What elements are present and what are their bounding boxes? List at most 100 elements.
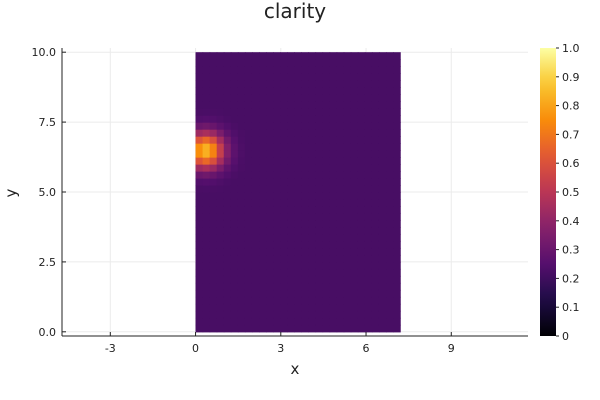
heatmap-cell	[308, 66, 317, 74]
heatmap-cell	[357, 129, 366, 137]
heatmap-cell	[350, 101, 359, 109]
heatmap-cell	[259, 212, 267, 221]
heatmap-cell	[244, 268, 253, 277]
heatmap-cell	[216, 317, 225, 326]
heatmap-cell	[336, 122, 345, 130]
heatmap-cell	[251, 136, 260, 144]
heatmap-cell	[343, 254, 352, 263]
heatmap-cell	[294, 192, 302, 200]
heatmap-cell	[202, 282, 211, 291]
heatmap-cell	[287, 317, 295, 326]
heatmap-cell	[209, 150, 218, 158]
heatmap-cell	[195, 247, 204, 256]
heatmap-cell	[280, 157, 288, 165]
heatmap-cell	[287, 59, 295, 67]
heatmap-cell	[251, 324, 260, 333]
heatmap-cell	[322, 192, 331, 200]
heatmap-cell	[357, 303, 366, 312]
heatmap-cell	[202, 108, 211, 116]
heatmap-cell	[322, 303, 331, 312]
heatmap-cell	[393, 310, 401, 319]
heatmap-cell	[230, 192, 239, 200]
heatmap-cell	[216, 240, 225, 249]
heatmap-cell	[336, 233, 345, 242]
heatmap-cell	[294, 87, 302, 95]
heatmap-cell	[209, 296, 218, 305]
heatmap-cell	[329, 150, 338, 158]
heatmap-cell	[322, 247, 331, 256]
heatmap-cell	[209, 324, 218, 333]
heatmap-cell	[266, 296, 274, 305]
heatmap-cell	[315, 233, 324, 242]
heatmap-cell	[301, 192, 310, 200]
heatmap-cell	[259, 240, 267, 249]
heatmap-cell	[280, 324, 288, 333]
heatmap-cell	[393, 240, 401, 249]
heatmap-cell	[230, 164, 239, 172]
heatmap-cell	[266, 52, 274, 60]
heatmap-cell	[329, 226, 338, 235]
heatmap-cell	[343, 282, 352, 291]
heatmap-cell	[287, 268, 295, 277]
heatmap-cell	[223, 52, 232, 60]
heatmap-cell	[301, 275, 310, 284]
heatmap-cell	[386, 205, 394, 214]
heatmap-cell	[280, 115, 288, 123]
heatmap-cell	[336, 282, 345, 291]
heatmap-cell	[287, 157, 295, 165]
heatmap-cell	[273, 129, 281, 137]
heatmap-cell	[273, 268, 281, 277]
heatmap-cell	[308, 94, 317, 102]
heatmap-cell	[230, 150, 239, 158]
heatmap-cell	[195, 150, 204, 158]
heatmap-cell	[287, 101, 295, 109]
heatmap-cell	[280, 101, 288, 109]
heatmap-cell	[308, 178, 317, 186]
heatmap-cell	[371, 247, 380, 256]
heatmap-cell	[371, 87, 380, 95]
heatmap-cell	[378, 247, 387, 256]
heatmap-cell	[223, 240, 232, 249]
heatmap-cell	[209, 303, 218, 312]
heatmap-cell	[230, 233, 239, 242]
heatmap-cell	[237, 73, 246, 81]
heatmap-cell	[209, 115, 218, 123]
heatmap-cell	[357, 94, 366, 102]
heatmap-cell	[209, 261, 218, 270]
heatmap-cell	[386, 233, 394, 242]
heatmap-cell	[223, 115, 232, 123]
heatmap-cell	[386, 212, 394, 221]
heatmap-cell	[280, 233, 288, 242]
heatmap-cell	[209, 192, 218, 200]
heatmap-cell	[280, 317, 288, 326]
heatmap-cell	[237, 164, 246, 172]
heatmap-cell	[273, 52, 281, 60]
heatmap-cell	[329, 52, 338, 60]
heatmap-cell	[237, 240, 246, 249]
heatmap-cell	[195, 205, 204, 214]
heatmap-cell	[350, 240, 359, 249]
heatmap-cell	[371, 73, 380, 81]
heatmap-cell	[343, 275, 352, 284]
heatmap-cell	[195, 282, 204, 291]
heatmap-cell	[336, 226, 345, 235]
heatmap-cell	[259, 59, 267, 67]
heatmap-cell	[280, 143, 288, 151]
heatmap-cell	[350, 289, 359, 298]
heatmap-cell	[202, 212, 211, 221]
heatmap-cell	[280, 185, 288, 193]
heatmap-cell	[230, 212, 239, 221]
heatmap-cell	[329, 94, 338, 102]
heatmap-cell	[244, 185, 253, 193]
heatmap-cell	[259, 66, 267, 74]
heatmap-cell	[280, 66, 288, 74]
heatmap-cell	[378, 66, 387, 74]
heatmap-cell	[202, 310, 211, 319]
heatmap-cell	[378, 164, 387, 172]
heatmap-cell	[343, 164, 352, 172]
heatmap-cell	[216, 261, 225, 270]
heatmap-cell	[357, 157, 366, 165]
heatmap-cell	[195, 94, 204, 102]
heatmap-cell	[343, 324, 352, 333]
heatmap-cell	[294, 296, 302, 305]
